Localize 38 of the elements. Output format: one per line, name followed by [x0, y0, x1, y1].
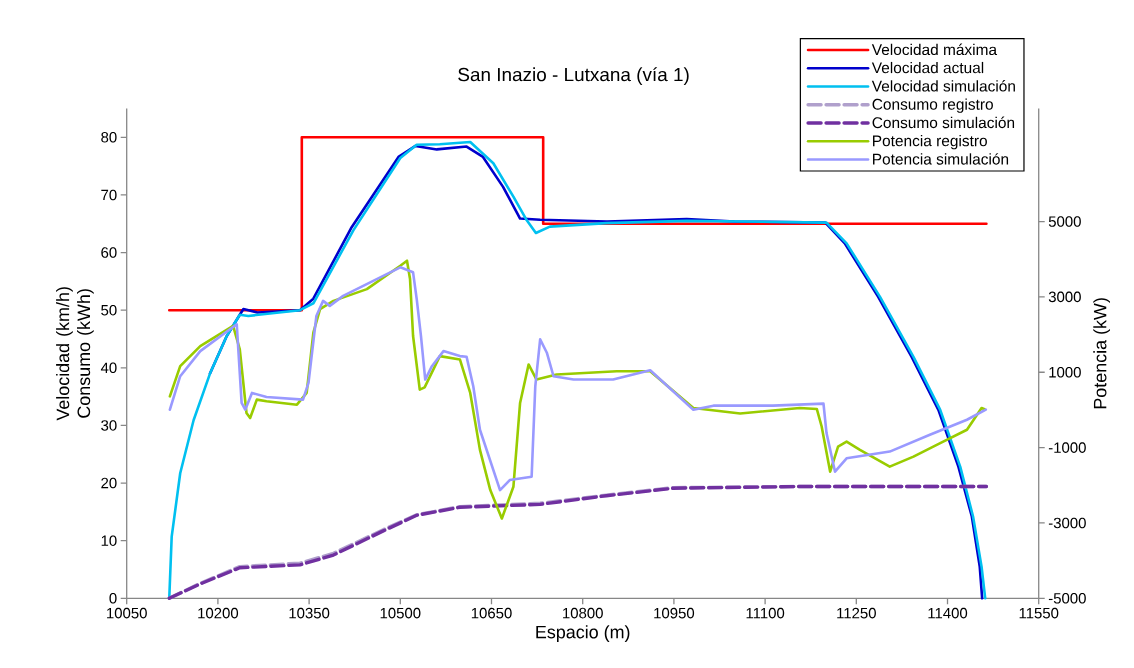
x-tick-label: 10350: [289, 607, 330, 619]
y2-tick-label: 3000: [1048, 291, 1081, 303]
x-tick-label: 10500: [380, 607, 421, 619]
y-tick-label: 40: [100, 362, 117, 374]
chart-title: San Inazio - Lutxana (vía 1): [458, 67, 689, 86]
x-tick-label: 10050: [107, 607, 147, 619]
x-tick-label: 11250: [837, 607, 876, 619]
y2-tick-label: -1000: [1048, 442, 1086, 453]
x-tick-label: 10950: [654, 607, 695, 619]
y-axis-title: Velocidad (km/h) Consumo (kWh): [56, 287, 94, 421]
x-tick-label: 11550: [1019, 607, 1059, 619]
legend-label: Potencia simulación: [873, 153, 1009, 165]
y-tick-label: 70: [101, 189, 117, 201]
y2-tick-label: -5000: [1048, 593, 1086, 604]
y-tick-label: 30: [101, 420, 117, 431]
y2-tick-label: 1000: [1049, 366, 1081, 378]
y-tick-label: 20: [101, 477, 117, 489]
legend-label: Velocidad máxima: [871, 43, 998, 56]
y2-tick-label: 5000: [1048, 216, 1081, 227]
legend-label: Velocidad actual: [871, 61, 984, 74]
y2-tick-label: -3000: [1048, 517, 1086, 529]
y-tick-label: 80: [101, 132, 117, 143]
x-axis-title: Espacio (m): [536, 625, 630, 642]
y-tick-label: 0: [109, 593, 117, 604]
y-tick-label: 60: [101, 247, 117, 258]
x-tick-label: 10200: [198, 607, 239, 619]
y-tick-label: 10: [101, 535, 117, 546]
legend-label: Consumo simulación: [872, 116, 1015, 129]
y2-axis-title: Potencia (kW): [1093, 298, 1111, 409]
line-series: [167, 484, 989, 600]
x-tick-label: 11100: [746, 607, 785, 619]
legend-label: Potencia registro: [873, 134, 987, 150]
x-tick-label: 10650: [471, 607, 512, 619]
legend-label: Consumo registro: [872, 98, 993, 113]
legend-label: Velocidad simulación: [871, 80, 1015, 92]
y-tick-label: 50: [101, 304, 117, 316]
x-tick-label: 10800: [563, 607, 603, 619]
x-tick-label: 11400: [928, 607, 968, 619]
